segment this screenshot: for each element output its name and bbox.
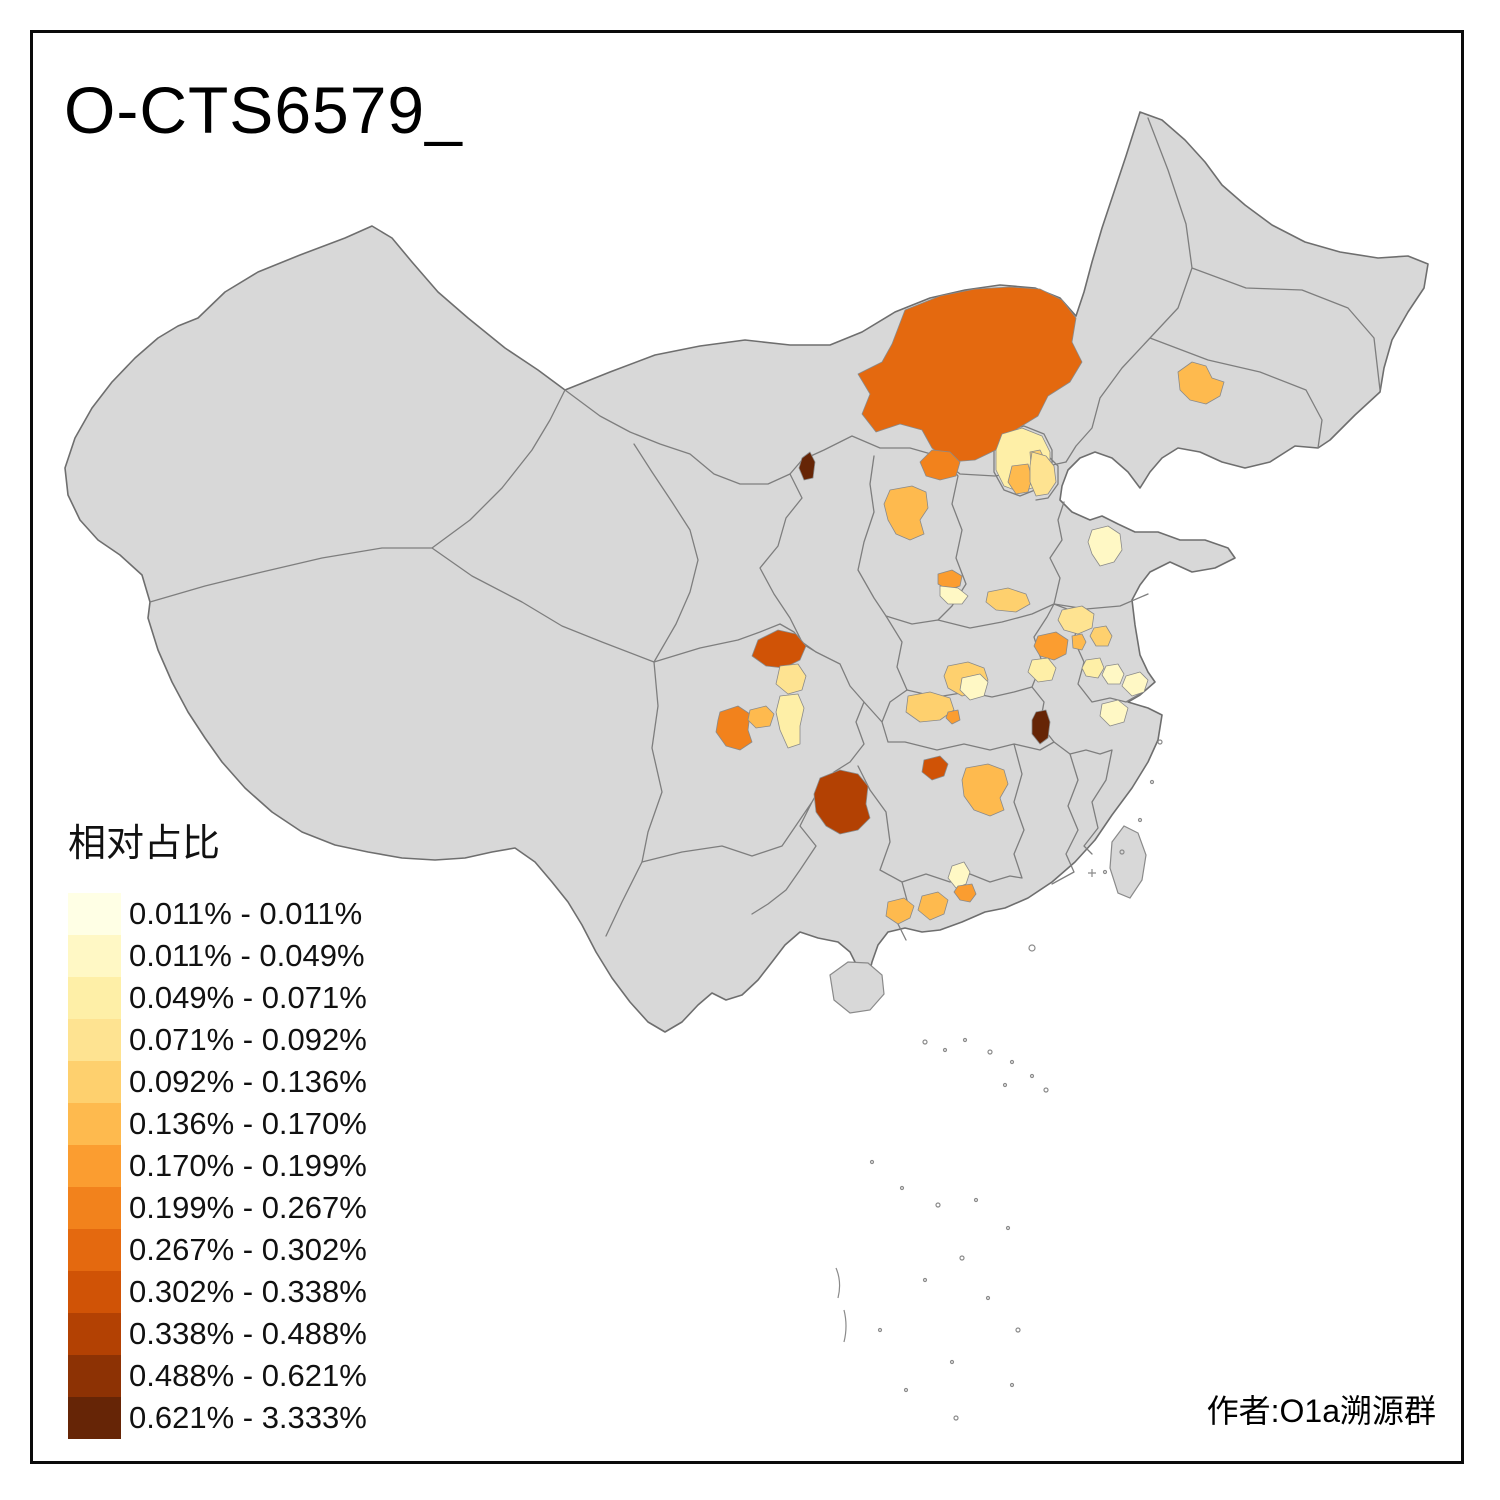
legend-label: 0.011% - 0.011% — [129, 896, 363, 931]
legend-row: 0.011% - 0.011% — [68, 893, 367, 935]
legend-label: 0.071% - 0.092% — [129, 1022, 367, 1057]
region-shanxi-linfen — [937, 569, 963, 591]
legend-row: 0.170% - 0.199% — [68, 1145, 367, 1187]
region-guangdong-qingyuan — [947, 861, 971, 889]
region-tianjin — [1029, 451, 1057, 497]
region-jiangsu-yangzhou — [1081, 657, 1105, 679]
region-henan-zhengzhou — [985, 587, 1031, 613]
legend-row: 0.011% - 0.049% — [68, 935, 367, 977]
region-anhui-hefei — [1033, 631, 1069, 661]
legend-label: 0.049% - 0.071% — [129, 980, 367, 1015]
legend-row: 0.267% - 0.302% — [68, 1229, 367, 1271]
region-jiangsu-changzhou — [1101, 663, 1125, 685]
region-sichuan-mianyang — [751, 629, 807, 669]
region-shanxi-xinzhou — [883, 485, 929, 541]
legend-row: 0.049% - 0.071% — [68, 977, 367, 1019]
china-landmass — [64, 111, 1429, 1033]
legend-label: 0.621% - 3.333% — [129, 1400, 367, 1435]
legend-swatch — [68, 1229, 121, 1271]
province-borders-west — [149, 389, 699, 937]
region-guangdong-guangzhou — [953, 883, 977, 903]
legend-label: 0.302% - 0.338% — [129, 1274, 367, 1309]
legend-label: 0.092% - 0.136% — [129, 1064, 367, 1099]
region-jiangsu-nanjing — [1089, 625, 1113, 647]
legend-label: 0.338% - 0.488% — [129, 1316, 367, 1351]
legend-swatch — [68, 1313, 121, 1355]
legend-swatch — [68, 1355, 121, 1397]
legend-row: 0.302% - 0.338% — [68, 1271, 367, 1313]
legend-row: 0.092% - 0.136% — [68, 1061, 367, 1103]
region-zhejiang-huzhou — [1099, 699, 1129, 727]
legend-swatch — [68, 977, 121, 1019]
region-sichuan-chengdu-south — [775, 693, 805, 749]
region-sichuan-meishan — [747, 705, 775, 729]
province-borders-northeast — [1065, 117, 1381, 463]
region-inner-mongolia-wuhai — [798, 451, 816, 481]
legend: 相对占比 0.011% - 0.011% 0.011% - 0.049% 0.0… — [68, 812, 367, 1439]
legend-row: 0.071% - 0.092% — [68, 1019, 367, 1061]
legend-swatch — [68, 935, 121, 977]
sea-islets — [835, 739, 1163, 1421]
legend-label: 0.267% - 0.302% — [129, 1232, 367, 1267]
legend-label: 0.011% - 0.049% — [129, 938, 365, 973]
region-anhui-luan — [1027, 657, 1057, 683]
region-shanghai — [1121, 671, 1149, 697]
region-anhui-bengbu — [1071, 633, 1087, 651]
region-sichuan-leshan — [715, 705, 753, 751]
page-title: O-CTS6579_ — [64, 73, 463, 147]
region-hubei-xiangyang-dot — [945, 709, 961, 725]
legend-swatch — [68, 1019, 121, 1061]
region-guangdong-foshan — [917, 891, 949, 921]
region-guangdong-zhaoqing — [885, 897, 915, 925]
legend-row: 0.338% - 0.488% — [68, 1313, 367, 1355]
hainan-island — [829, 961, 885, 1014]
legend-title: 相对占比 — [68, 823, 221, 865]
region-hunan-changsha — [961, 763, 1009, 817]
province-borders-shandong-henan — [937, 501, 1149, 629]
legend-swatch — [68, 893, 121, 935]
taiwan-island — [1109, 825, 1147, 899]
legend-label: 0.199% - 0.267% — [129, 1190, 367, 1225]
region-liaoning-shenyang — [1177, 361, 1225, 405]
region-shanxi-yuncheng — [939, 585, 969, 605]
region-shanxi-datong — [919, 449, 961, 481]
legend-swatch — [68, 1271, 121, 1313]
legend-row: 0.621% - 3.333% — [68, 1397, 367, 1439]
region-hunan-changde — [921, 755, 949, 781]
legend-row: 0.488% - 0.621% — [68, 1355, 367, 1397]
region-guizhou-zunyi — [813, 769, 871, 835]
legend-row: 0.136% - 0.170% — [68, 1103, 367, 1145]
legend-swatch — [68, 1061, 121, 1103]
region-anhui-anqing — [1031, 709, 1051, 745]
attribution-text: 作者:O1a溯源群 — [1206, 1393, 1436, 1429]
legend-label: 0.136% - 0.170% — [129, 1106, 367, 1141]
legend-swatch — [68, 1187, 121, 1229]
legend-swatch — [68, 1103, 121, 1145]
legend-swatch — [68, 1397, 121, 1439]
legend-label: 0.170% - 0.199% — [129, 1148, 367, 1183]
legend-row: 0.199% - 0.267% — [68, 1187, 367, 1229]
region-sichuan-chengdu-north — [775, 663, 807, 695]
region-jiangsu-suqian — [1057, 605, 1095, 635]
legend-swatch — [68, 1145, 121, 1187]
region-shandong-weifang — [1087, 525, 1123, 567]
plot-border-frame — [30, 30, 1464, 1464]
legend-label: 0.488% - 0.621% — [129, 1358, 367, 1393]
region-hebei-langfang — [1007, 463, 1033, 495]
region-henan-nanyang-east — [959, 673, 989, 701]
